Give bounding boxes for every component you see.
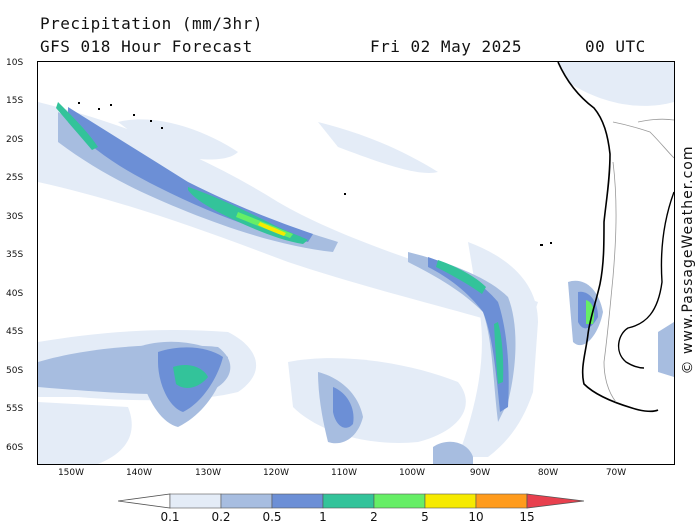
lat-label: 10S [6,58,24,68]
scale-label: 2 [370,510,378,524]
precipitation-map[interactable] [37,61,675,465]
forecast-date: Fri 02 May 2025 [370,37,522,56]
scale-label: 0.2 [211,510,231,524]
lon-label: 120W [262,468,290,478]
lon-label: 110W [330,468,358,478]
lat-label: 35S [6,250,24,260]
scale-step [475,493,528,509]
lat-label: 50S [6,366,24,376]
scale-step [424,493,477,509]
lon-label: 130W [194,468,222,478]
scale-step [271,493,324,509]
scale-label: 0.1 [160,510,180,524]
lon-label: 140W [125,468,153,478]
scale-label: 15 [519,510,535,524]
scale-label: 0.5 [262,510,282,524]
lat-label: 45S [6,327,24,337]
lat-label: 20S [6,135,24,145]
lon-label: 150W [57,468,85,478]
forecast-time: 00 UTC [585,37,646,56]
scale-step [169,493,222,509]
lat-label: 30S [6,212,24,222]
lon-label: 90W [469,468,491,478]
credit-text: © www.PassageWeather.com [679,145,697,374]
argentina-coastline [618,191,674,369]
lon-label: 70W [605,468,627,478]
scale-label: 10 [468,510,484,524]
intense-precip-areas [56,102,595,388]
color-scale-bar [117,493,585,509]
scale-label: 1 [319,510,327,524]
lat-label: 40S [6,289,24,299]
scale-right-arrow [526,493,585,509]
lat-label: 55S [6,404,24,414]
lat-label: 25S [6,173,24,183]
islands [78,102,552,246]
scale-step [220,493,273,509]
lon-label: 100W [398,468,426,478]
map-title: Precipitation (mm/3hr) [40,14,263,33]
scale-left-arrow [117,493,171,509]
country-borders [603,118,674,403]
scale-label: 5 [421,510,429,524]
scale-step [322,493,375,509]
lon-label: 80W [537,468,559,478]
forecast-model: GFS 018 Hour Forecast [40,37,253,56]
map-canvas [38,62,674,464]
lat-label: 60S [6,443,24,453]
lat-label: 15S [6,96,24,106]
scale-step [373,493,426,509]
south-america-coastline [557,62,659,413]
color-scale [117,493,585,509]
credit-label: © www.PassageWeather.com [680,145,696,375]
